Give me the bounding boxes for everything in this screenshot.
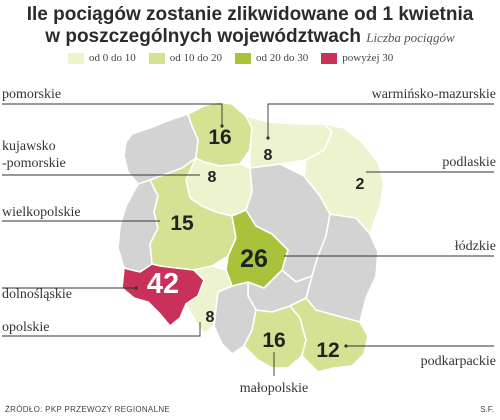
value-pomorskie: 16 <box>208 126 231 149</box>
value-podlaskie: 2 <box>356 176 365 193</box>
legend-swatch <box>235 52 251 64</box>
legend-item-above-30: powyżej 30 <box>321 52 393 64</box>
map-subtitle: Liczba pociągów <box>366 30 455 45</box>
legend-label: od 0 do 10 <box>89 52 136 64</box>
legend-label: powyżej 30 <box>342 52 394 64</box>
value-lodzkie: 26 <box>240 245 268 273</box>
label-kujawsko-line-2: -pomorskie <box>2 156 66 171</box>
value-wielkopolskie: 15 <box>170 212 194 235</box>
region-podlaskie <box>303 123 385 235</box>
leader-opolskie <box>2 322 201 337</box>
leader-warminsko <box>267 103 494 138</box>
value-warminsko-mazurskie: 8 <box>264 147 273 164</box>
leader-dot <box>344 344 348 348</box>
label-lodzkie: łódzkie <box>455 239 496 254</box>
region-opolskie <box>185 265 233 335</box>
label-wielkopolskie: wielkopolskie <box>2 205 81 220</box>
legend-swatch <box>148 52 165 64</box>
leader-pomorskie <box>2 103 223 126</box>
label-podkarpackie: podkarpackie <box>421 354 496 369</box>
label-opolskie: opolskie <box>2 320 49 335</box>
legend-item-20-30: od 20 do 30 <box>235 52 308 64</box>
label-malopolskie: małopolskie <box>240 381 308 396</box>
legend-item-10-20: od 10 do 20 <box>148 52 222 64</box>
label-warminsko-mazurskie: warmińsko-mazurskie <box>372 87 496 102</box>
region-podkarpackie <box>289 297 369 373</box>
label-dolnoslaskie: dolnośląskie <box>2 287 72 302</box>
value-malopolskie: 16 <box>262 329 285 352</box>
region-pomorskie <box>187 101 253 167</box>
label-kujawsko-line-1: kujawsko <box>2 139 56 154</box>
legend-item-0-10: od 0 do 10 <box>68 52 136 64</box>
leader-dot <box>134 286 138 290</box>
title-line-1: Ile pociągów zostanie zlikwidowane od 1 … <box>26 4 474 25</box>
legend-label: od 10 do 20 <box>169 52 222 64</box>
legend-label: od 20 do 30 <box>256 52 309 64</box>
leader-dot <box>266 136 270 140</box>
value-dolnoslaskie: 42 <box>147 268 179 300</box>
label-pomorskie: pomorskie <box>2 87 61 102</box>
value-kujawsko-pomorskie: 8 <box>208 169 217 186</box>
value-opolskie: 8 <box>206 309 215 326</box>
legend-swatch <box>68 52 84 64</box>
leader-dot <box>220 124 224 128</box>
source-note: ŹRÓDŁO: PKP PRZEWOZY REGIONALNE <box>5 405 171 414</box>
legend: od 0 do 10 od 10 do 20 od 20 do 30 powyż… <box>68 52 393 64</box>
map-title: Ile pociągów zostanie zlikwidowane od 1 … <box>0 4 500 49</box>
legend-swatch <box>321 52 338 64</box>
author-initials: S.F. <box>480 405 494 414</box>
label-podlaskie: podlaskie <box>442 155 496 170</box>
title-line-2: w poszczególnych województwach Liczba po… <box>0 26 500 49</box>
region-lodzkie <box>225 209 289 289</box>
title-line-2-text: w poszczególnych województwach <box>45 26 361 47</box>
value-podkarpackie: 12 <box>316 339 339 362</box>
label-kujawsko-pomorskie: kujawsko -pomorskie <box>2 139 66 171</box>
